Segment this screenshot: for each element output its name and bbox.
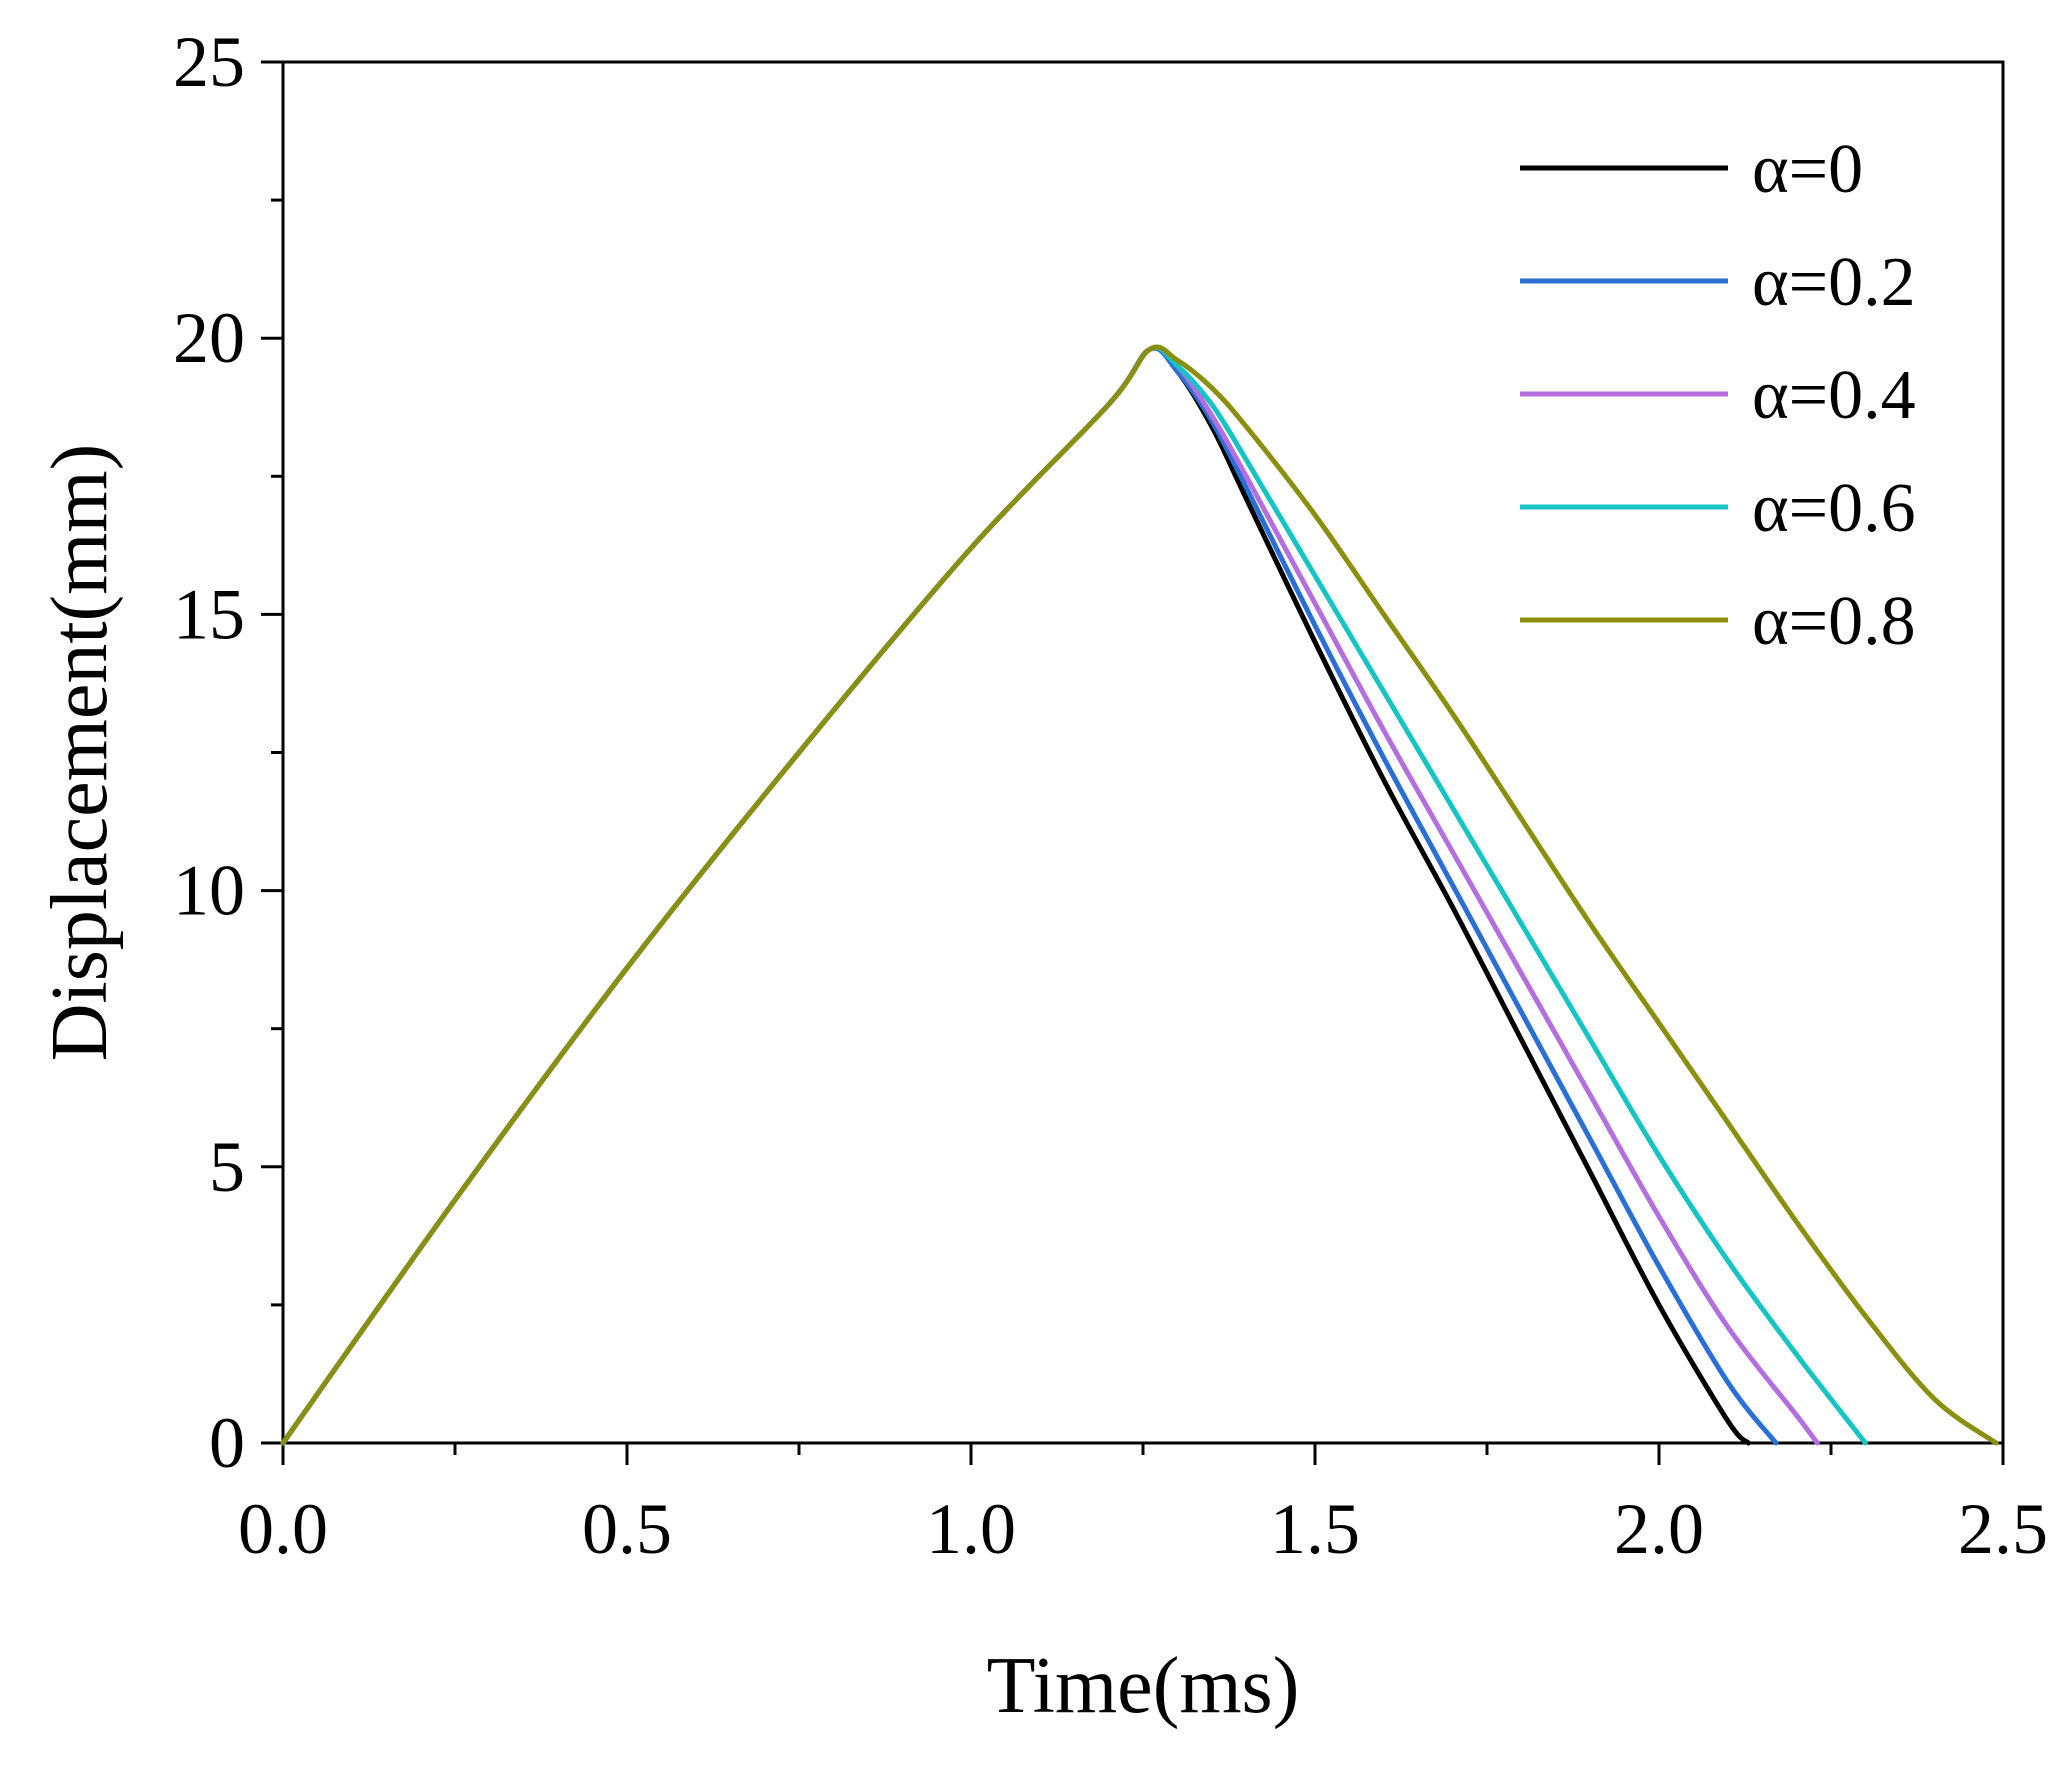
series-lines	[280, 344, 1999, 1446]
y-tick-label: 0	[209, 1403, 245, 1483]
y-tick-label: 5	[209, 1127, 245, 1207]
x-tick-label: 0.5	[582, 1489, 672, 1569]
y-axis-title: Displacement(mm)	[36, 444, 124, 1062]
x-tick-label: 0.0	[238, 1489, 328, 1569]
x-axis-title: Time(ms)	[987, 1642, 1300, 1730]
axes: 0.0 0.5 1.0 1.5 2.0 2.5 0 5 10 15 20 25	[173, 22, 2048, 1569]
y-tick-label: 25	[173, 22, 245, 102]
y-tick-label: 15	[173, 574, 245, 654]
series-line-3	[280, 345, 1868, 1446]
series-line-4	[280, 344, 1999, 1446]
y-tick-label: 10	[173, 851, 245, 931]
x-tick-label: 2.0	[1614, 1489, 1704, 1569]
x-tick-label: 1.0	[926, 1489, 1016, 1569]
legend: α=0 α=0.2 α=0.4 α=0.6 α=0.8	[1520, 131, 1916, 660]
legend-label-2: α=0.4	[1752, 357, 1916, 434]
y-tick-label: 20	[173, 298, 245, 378]
x-tick-label: 2.5	[1958, 1489, 2048, 1569]
series-line-1	[280, 345, 1779, 1446]
x-tick-label: 1.5	[1270, 1489, 1360, 1569]
legend-label-0: α=0	[1752, 131, 1863, 208]
legend-label-4: α=0.8	[1752, 583, 1916, 660]
series-line-0	[280, 345, 1751, 1446]
legend-label-3: α=0.6	[1752, 470, 1916, 547]
series-line-2	[280, 345, 1820, 1446]
plot-frame	[281, 60, 2005, 1445]
legend-label-1: α=0.2	[1752, 244, 1916, 321]
